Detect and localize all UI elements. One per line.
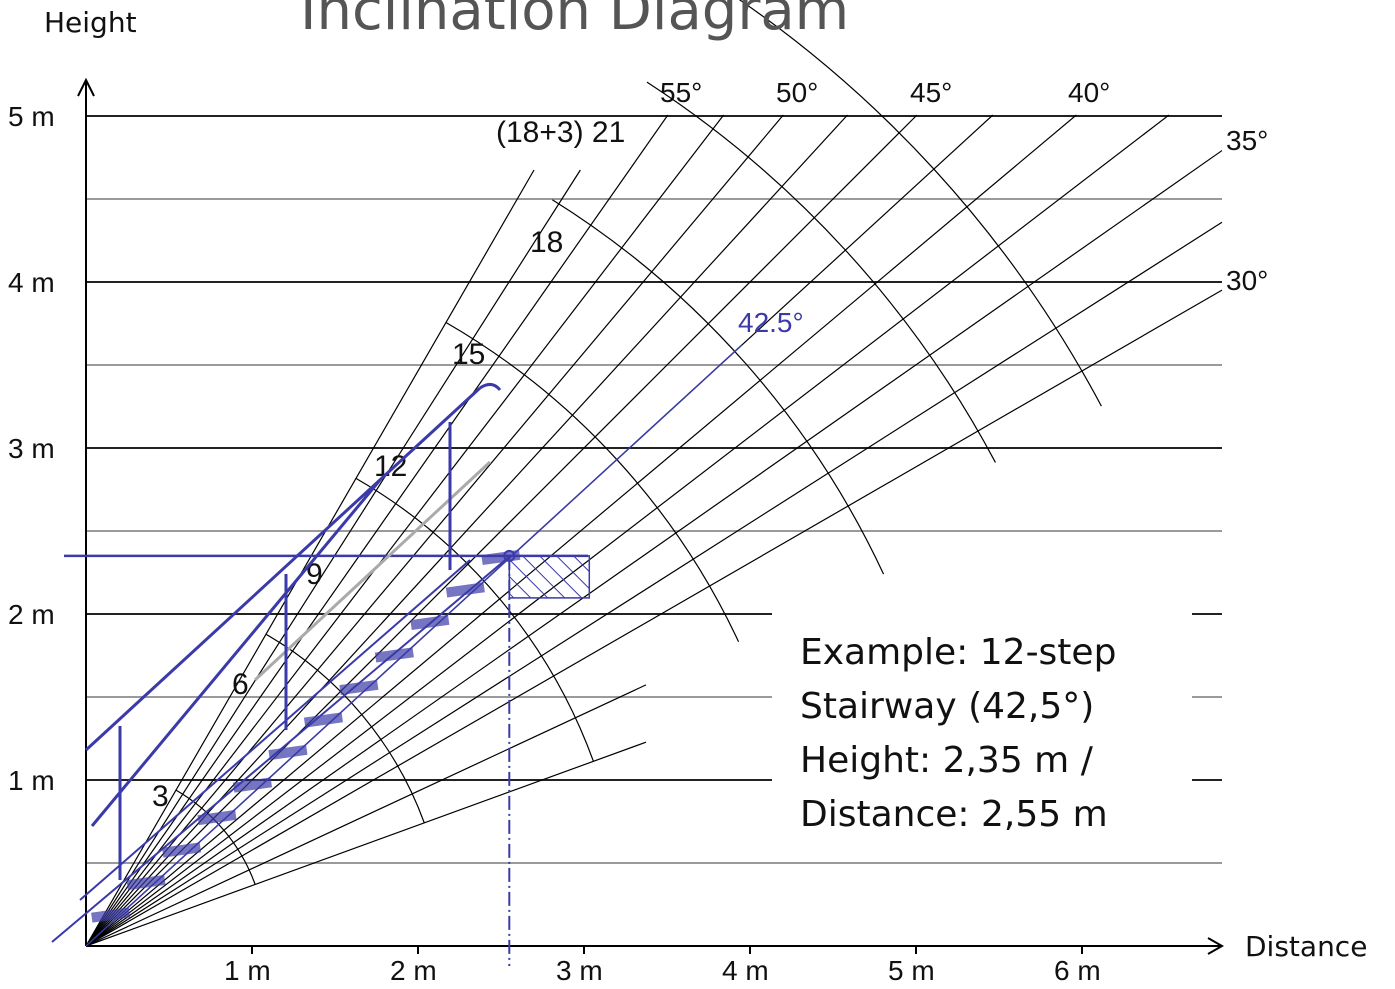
- x-tick-label: 1 m: [224, 955, 271, 984]
- angle-label: 30°: [1226, 265, 1268, 296]
- inclination-ray: [85, 114, 784, 947]
- x-axis-label: Distance: [1245, 930, 1368, 963]
- inclination-ray: [85, 114, 1170, 947]
- x-tick-label: 5 m: [888, 955, 935, 984]
- step-arc: [355, 477, 594, 762]
- example-annotation-box: [772, 612, 1192, 862]
- stair-tread: [91, 907, 131, 923]
- handrail-end: [479, 383, 502, 392]
- y-tick-label: 4 m: [8, 267, 55, 298]
- handrail-guide: [253, 460, 492, 682]
- step-label: 6: [232, 668, 249, 701]
- angle-label: 50°: [776, 77, 818, 108]
- step-label: 15: [452, 338, 485, 371]
- y-tick-label: 5 m: [8, 101, 55, 132]
- inclination-ray: [85, 221, 1223, 947]
- stair-tread: [197, 809, 237, 826]
- inclination-ray: [85, 150, 1223, 947]
- stair-tread: [410, 614, 450, 631]
- stair-stringer-upper: [79, 559, 471, 901]
- inclination-ray: [85, 289, 1223, 947]
- angle-label: 55°: [660, 77, 702, 108]
- inclination-ray: [85, 741, 647, 947]
- page-title: Inclination Diagram: [300, 0, 850, 43]
- y-tick-label: 2 m: [8, 599, 55, 630]
- inclination-ray: [85, 114, 669, 947]
- step-label: (18+3) 21: [496, 116, 625, 149]
- example-line-3: Height: 2,35 m /: [800, 740, 1093, 781]
- x-tick-label: 2 m: [390, 955, 437, 984]
- stair-tread: [374, 647, 414, 663]
- step-arc: [175, 789, 256, 885]
- highlight-ray: [85, 344, 743, 947]
- inclination-ray: [85, 114, 1077, 947]
- stair-tread: [303, 712, 343, 728]
- inclination-ray: [85, 114, 725, 947]
- x-axis-arrow: [1207, 937, 1225, 955]
- x-tick-label: 3 m: [556, 955, 603, 984]
- x-tick-label: 4 m: [722, 955, 769, 984]
- step-arc: [265, 633, 425, 824]
- y-tick-label: 1 m: [8, 765, 55, 796]
- step-arc: [738, 0, 1102, 407]
- stair-tread: [445, 582, 485, 598]
- stair-tread: [126, 874, 166, 891]
- angle-label: 45°: [910, 77, 952, 108]
- step-arc: [646, 81, 996, 463]
- step-label: 3: [152, 780, 169, 813]
- example-line-2: Stairway (42,5°): [800, 686, 1095, 727]
- handrail-lower: [90, 479, 382, 827]
- stair-tread: [481, 549, 521, 566]
- inclination-ray: [85, 684, 647, 947]
- x-tick-label: 6 m: [1054, 955, 1101, 984]
- highlight-angle-label: 42.5°: [738, 307, 804, 338]
- landing-slab: [508, 555, 591, 599]
- inclination-ray: [85, 169, 535, 947]
- step-arc: [552, 199, 885, 575]
- y-axis-arrow: [77, 77, 95, 97]
- angle-label: 40°: [1068, 77, 1110, 108]
- step-label: 12: [374, 450, 407, 483]
- stair-tread: [232, 777, 273, 793]
- y-axis-label: Height: [44, 6, 137, 39]
- step-label: 9: [306, 558, 323, 591]
- step-label: 18: [530, 226, 563, 259]
- handrail-upper: [84, 386, 482, 752]
- inclination-ray: [85, 114, 918, 947]
- angle-label: 35°: [1226, 125, 1268, 156]
- stair-tread: [339, 679, 379, 696]
- inclination-ray: [85, 169, 581, 947]
- example-line-1: Example: 12-step: [800, 632, 1117, 673]
- y-tick-label: 3 m: [8, 433, 55, 464]
- stair-tread: [162, 842, 202, 858]
- stair-tread: [268, 744, 308, 761]
- example-line-4: Distance: 2,55 m: [800, 794, 1108, 835]
